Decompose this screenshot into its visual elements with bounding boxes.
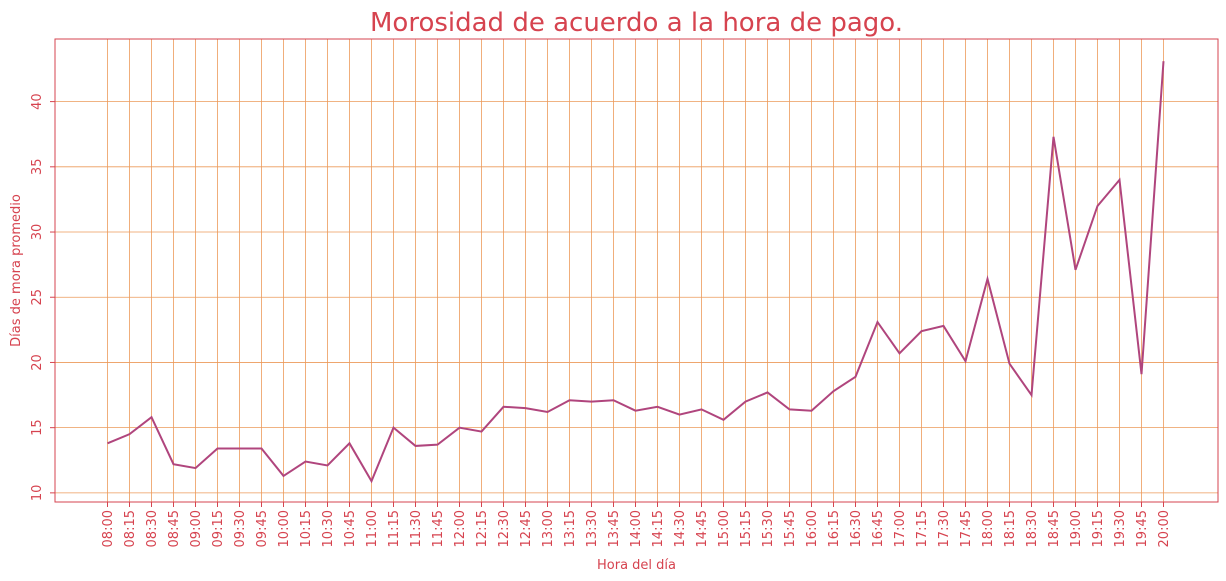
x-tick-label: 14:45 <box>695 510 710 547</box>
x-tick-label: 09:00 <box>189 510 204 547</box>
x-tick-label: 14:15 <box>651 510 666 547</box>
x-tick-label: 13:45 <box>607 510 622 547</box>
x-tick-label: 17:15 <box>915 510 930 547</box>
x-tick-label: 16:00 <box>805 510 820 547</box>
x-tick-label: 14:00 <box>629 510 644 547</box>
x-tick-label: 08:30 <box>145 510 160 547</box>
x-tick-label: 11:15 <box>387 510 402 547</box>
x-tick-label: 15:45 <box>783 510 798 547</box>
series-line <box>107 61 1165 484</box>
x-tick-label: 12:45 <box>519 510 534 547</box>
x-tick-label: 13:00 <box>541 510 556 547</box>
chart-title: Morosidad de acuerdo a la hora de pago. <box>370 8 903 38</box>
y-axis-label: Días de mora promedio <box>9 194 24 347</box>
x-tick-label: 11:00 <box>365 510 380 547</box>
y-axis-ticks: 10 15 20 25 30 35 40 <box>30 93 55 501</box>
x-tick-label: 12:30 <box>497 510 512 547</box>
x-tick-label: 16:30 <box>849 510 864 547</box>
x-tick-label: 09:30 <box>233 510 248 547</box>
y-tick-label: 35 <box>30 159 45 176</box>
x-tick-label: 12:15 <box>475 510 490 547</box>
x-tick-label: 20:00 <box>1157 510 1172 547</box>
x-tick-label: 08:00 <box>101 510 116 547</box>
y-tick-label: 20 <box>30 354 45 371</box>
x-tick-label: 18:00 <box>981 510 996 547</box>
x-tick-label: 19:00 <box>1069 510 1084 547</box>
x-axis-label: Hora del día <box>597 558 676 573</box>
x-tick-label: 10:30 <box>321 510 336 547</box>
plot-frame <box>54 38 1219 503</box>
x-tick-label: 11:30 <box>409 510 424 547</box>
vertical-gridlines <box>107 39 1164 502</box>
x-tick-label: 12:00 <box>453 510 468 547</box>
x-tick-label: 18:45 <box>1047 510 1062 547</box>
x-tick-label: 19:45 <box>1135 510 1150 547</box>
x-tick-label: 14:30 <box>673 510 688 547</box>
x-tick-label: 18:30 <box>1025 510 1040 547</box>
x-tick-label: 17:30 <box>937 510 952 547</box>
x-tick-label: 10:15 <box>299 510 314 547</box>
x-tick-label: 11:45 <box>431 510 446 547</box>
x-tick-label: 16:45 <box>871 510 886 547</box>
y-tick-label: 25 <box>30 289 45 306</box>
y-tick-label: 15 <box>30 419 45 436</box>
x-tick-label: 10:00 <box>277 510 292 547</box>
x-tick-label: 19:15 <box>1091 510 1106 547</box>
x-tick-label: 15:15 <box>739 510 754 547</box>
x-tick-label: 19:30 <box>1113 510 1128 547</box>
y-tick-label: 10 <box>30 485 45 502</box>
x-axis-ticks: 08:00 08:15 08:30 08:45 09:00 09:15 09:30 09:45… <box>101 502 1172 547</box>
x-tick-label: 10:45 <box>343 510 358 547</box>
horizontal-gridlines <box>55 101 1218 494</box>
x-tick-label: 09:45 <box>255 510 270 547</box>
x-tick-label: 13:15 <box>563 510 578 547</box>
y-tick-label: 40 <box>30 93 45 110</box>
x-tick-label: 17:45 <box>959 510 974 547</box>
x-tick-label: 09:15 <box>211 510 226 547</box>
x-tick-label: 15:30 <box>761 510 776 547</box>
x-tick-label: 18:15 <box>1003 510 1018 547</box>
x-tick-label: 17:00 <box>893 510 908 547</box>
x-tick-label: 08:15 <box>123 510 138 547</box>
x-tick-label: 16:15 <box>827 510 842 547</box>
x-tick-label: 08:45 <box>167 510 182 547</box>
x-tick-label: 15:00 <box>717 510 732 547</box>
y-tick-label: 30 <box>30 224 45 241</box>
x-tick-label: 13:30 <box>585 510 600 547</box>
